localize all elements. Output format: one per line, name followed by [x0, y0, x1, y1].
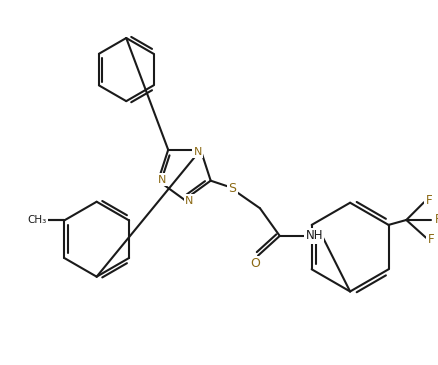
Text: N: N — [185, 196, 193, 206]
Text: F: F — [434, 214, 438, 226]
Text: NH: NH — [305, 230, 322, 242]
Text: N: N — [158, 175, 166, 185]
Text: CH₃: CH₃ — [27, 215, 46, 226]
Text: F: F — [427, 233, 433, 246]
Text: O: O — [250, 257, 259, 270]
Text: N: N — [193, 147, 201, 157]
Text: S: S — [228, 182, 236, 195]
Text: F: F — [425, 194, 431, 207]
